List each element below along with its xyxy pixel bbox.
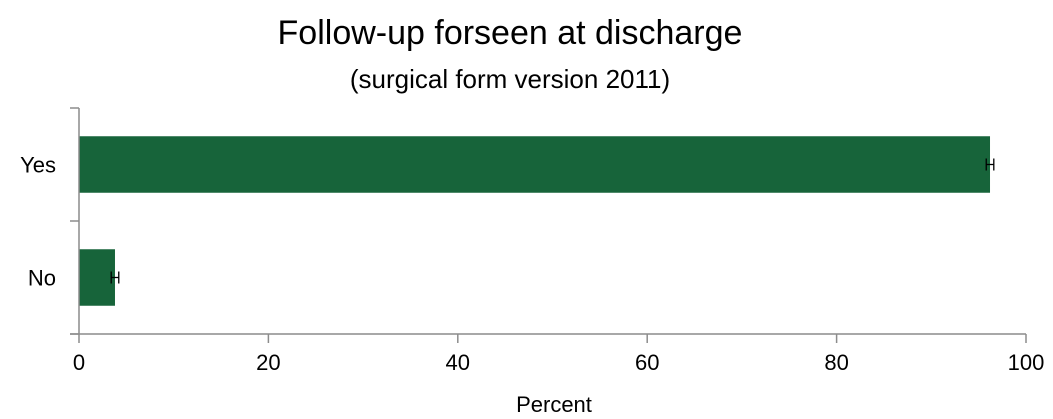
category-labels: Yes No [20,153,56,291]
x-tick-label: 40 [446,350,470,375]
x-tick-label: 0 [73,350,85,375]
x-tick-label: 100 [1008,350,1045,375]
error-bars-layer [110,158,995,284]
error-bar-no [110,271,120,284]
bars-layer [79,136,991,306]
chart-subtitle: (surgical form version 2011) [350,64,670,94]
chart-title: Follow-up forseen at discharge [278,14,743,52]
error-bar-yes [985,158,995,171]
category-label-yes: Yes [20,153,56,178]
x-tick-label: 80 [824,350,848,375]
x-tick-label: 20 [256,350,280,375]
x-axis-title: Percent [516,392,592,414]
bar-no [79,249,115,306]
category-label-no: No [28,266,56,291]
bar-yes [79,136,991,193]
x-tick-labels: 0 20 40 60 80 100 [73,350,1044,375]
y-axis-ticks [70,107,79,335]
x-axis-ticks [78,334,1027,343]
x-tick-label: 60 [635,350,659,375]
